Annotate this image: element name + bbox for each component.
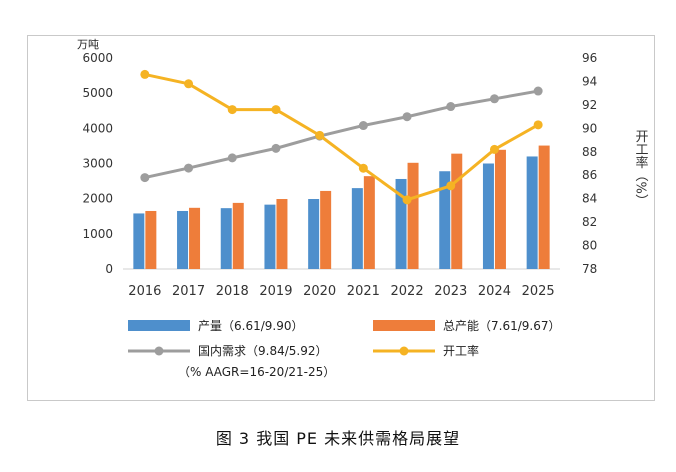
point-domestic-demand <box>446 102 456 112</box>
legend-swatch <box>373 320 435 331</box>
figure-caption: 图 3 我国 PE 未来供需格局展望 <box>215 429 461 448</box>
line-operating-rate <box>144 72 539 202</box>
x-tick-label: 2022 <box>391 284 424 299</box>
point-domestic-demand <box>227 153 237 163</box>
point-domestic-demand <box>402 112 412 122</box>
bar-output <box>351 188 363 269</box>
point-operating-rate <box>533 120 543 130</box>
x-tick-label: 2018 <box>216 284 249 299</box>
x-tick-label: 2020 <box>303 284 336 299</box>
x-tick-label: 2016 <box>128 284 161 299</box>
legend-label: 产量（6.61/9.90） <box>198 319 303 333</box>
point-operating-rate <box>358 163 368 173</box>
legend-marker <box>399 346 409 356</box>
bar-output <box>264 204 276 269</box>
bar-output <box>177 210 189 269</box>
point-domestic-demand <box>358 121 368 131</box>
legend-note: （% AAGR=16-20/21-25） <box>178 365 335 379</box>
legend-label: 总产能（7.61/9.67） <box>443 319 560 333</box>
left-axis-unit: 万吨 <box>77 38 99 51</box>
legend-marker <box>154 346 164 356</box>
x-tick-label: 2019 <box>259 284 292 299</box>
right-tick-label: 96 <box>582 51 597 65</box>
x-tick-label: 2025 <box>522 284 555 299</box>
bar-capacity <box>451 153 463 269</box>
x-tick-label: 2023 <box>434 284 467 299</box>
x-tick-label: 2021 <box>347 284 380 299</box>
bar-capacity <box>232 202 244 269</box>
x-tick-label: 2024 <box>478 284 511 299</box>
bar-capacity <box>189 207 201 269</box>
bar-output <box>482 163 494 269</box>
right-tick-label: 78 <box>582 262 597 276</box>
chart-frame: 0 1000 2000 3000 4000 5000 6000 万吨 78 80 82 84 86 88 9… <box>27 35 655 401</box>
point-domestic-demand <box>184 163 194 173</box>
line-domestic-demand <box>144 89 539 180</box>
point-domestic-demand <box>489 94 499 104</box>
point-operating-rate <box>140 69 150 79</box>
point-operating-rate <box>227 105 237 115</box>
point-domestic-demand <box>533 86 543 96</box>
point-operating-rate <box>271 105 281 115</box>
bar-capacity <box>276 199 288 269</box>
point-operating-rate <box>184 79 194 89</box>
left-tick-label: 2000 <box>82 192 113 206</box>
bar-output <box>526 156 538 269</box>
right-tick-label: 92 <box>582 98 597 112</box>
bar-capacity <box>363 176 375 269</box>
legend-swatch <box>128 320 190 331</box>
bar-output <box>439 171 451 269</box>
bar-capacity <box>145 210 157 269</box>
left-tick-label: 0 <box>105 262 113 276</box>
bar-output <box>220 208 232 269</box>
bar-output <box>133 213 145 269</box>
bar-capacity <box>407 162 419 269</box>
left-tick-label: 1000 <box>82 227 113 241</box>
right-tick-label: 80 <box>582 239 597 253</box>
point-operating-rate <box>402 195 412 205</box>
left-tick-label: 5000 <box>82 86 113 100</box>
right-tick-label: 94 <box>582 74 597 88</box>
point-operating-rate <box>446 181 456 191</box>
left-tick-label: 3000 <box>82 157 113 171</box>
left-tick-label: 4000 <box>82 121 113 135</box>
right-tick-label: 90 <box>582 121 597 135</box>
bar-capacity <box>494 149 506 269</box>
legend-label: 开工率 <box>443 343 479 358</box>
right-tick-label: 88 <box>582 145 597 159</box>
bar-capacity <box>320 190 332 269</box>
x-tick-label: 2017 <box>172 284 205 299</box>
right-tick-label: 82 <box>582 215 597 229</box>
bar-output <box>308 199 320 269</box>
point-domestic-demand <box>140 173 150 183</box>
point-operating-rate <box>489 144 499 154</box>
bar-capacity <box>538 145 550 269</box>
right-tick-label: 84 <box>582 192 597 206</box>
legend-label: 国内需求（9.84/5.92） <box>198 344 327 358</box>
point-domestic-demand <box>271 143 281 153</box>
left-tick-label: 6000 <box>82 51 113 65</box>
right-tick-label: 86 <box>582 168 597 182</box>
bar-output <box>395 178 407 269</box>
right-axis-label: 开工率（%） <box>633 130 649 207</box>
point-operating-rate <box>315 130 325 140</box>
